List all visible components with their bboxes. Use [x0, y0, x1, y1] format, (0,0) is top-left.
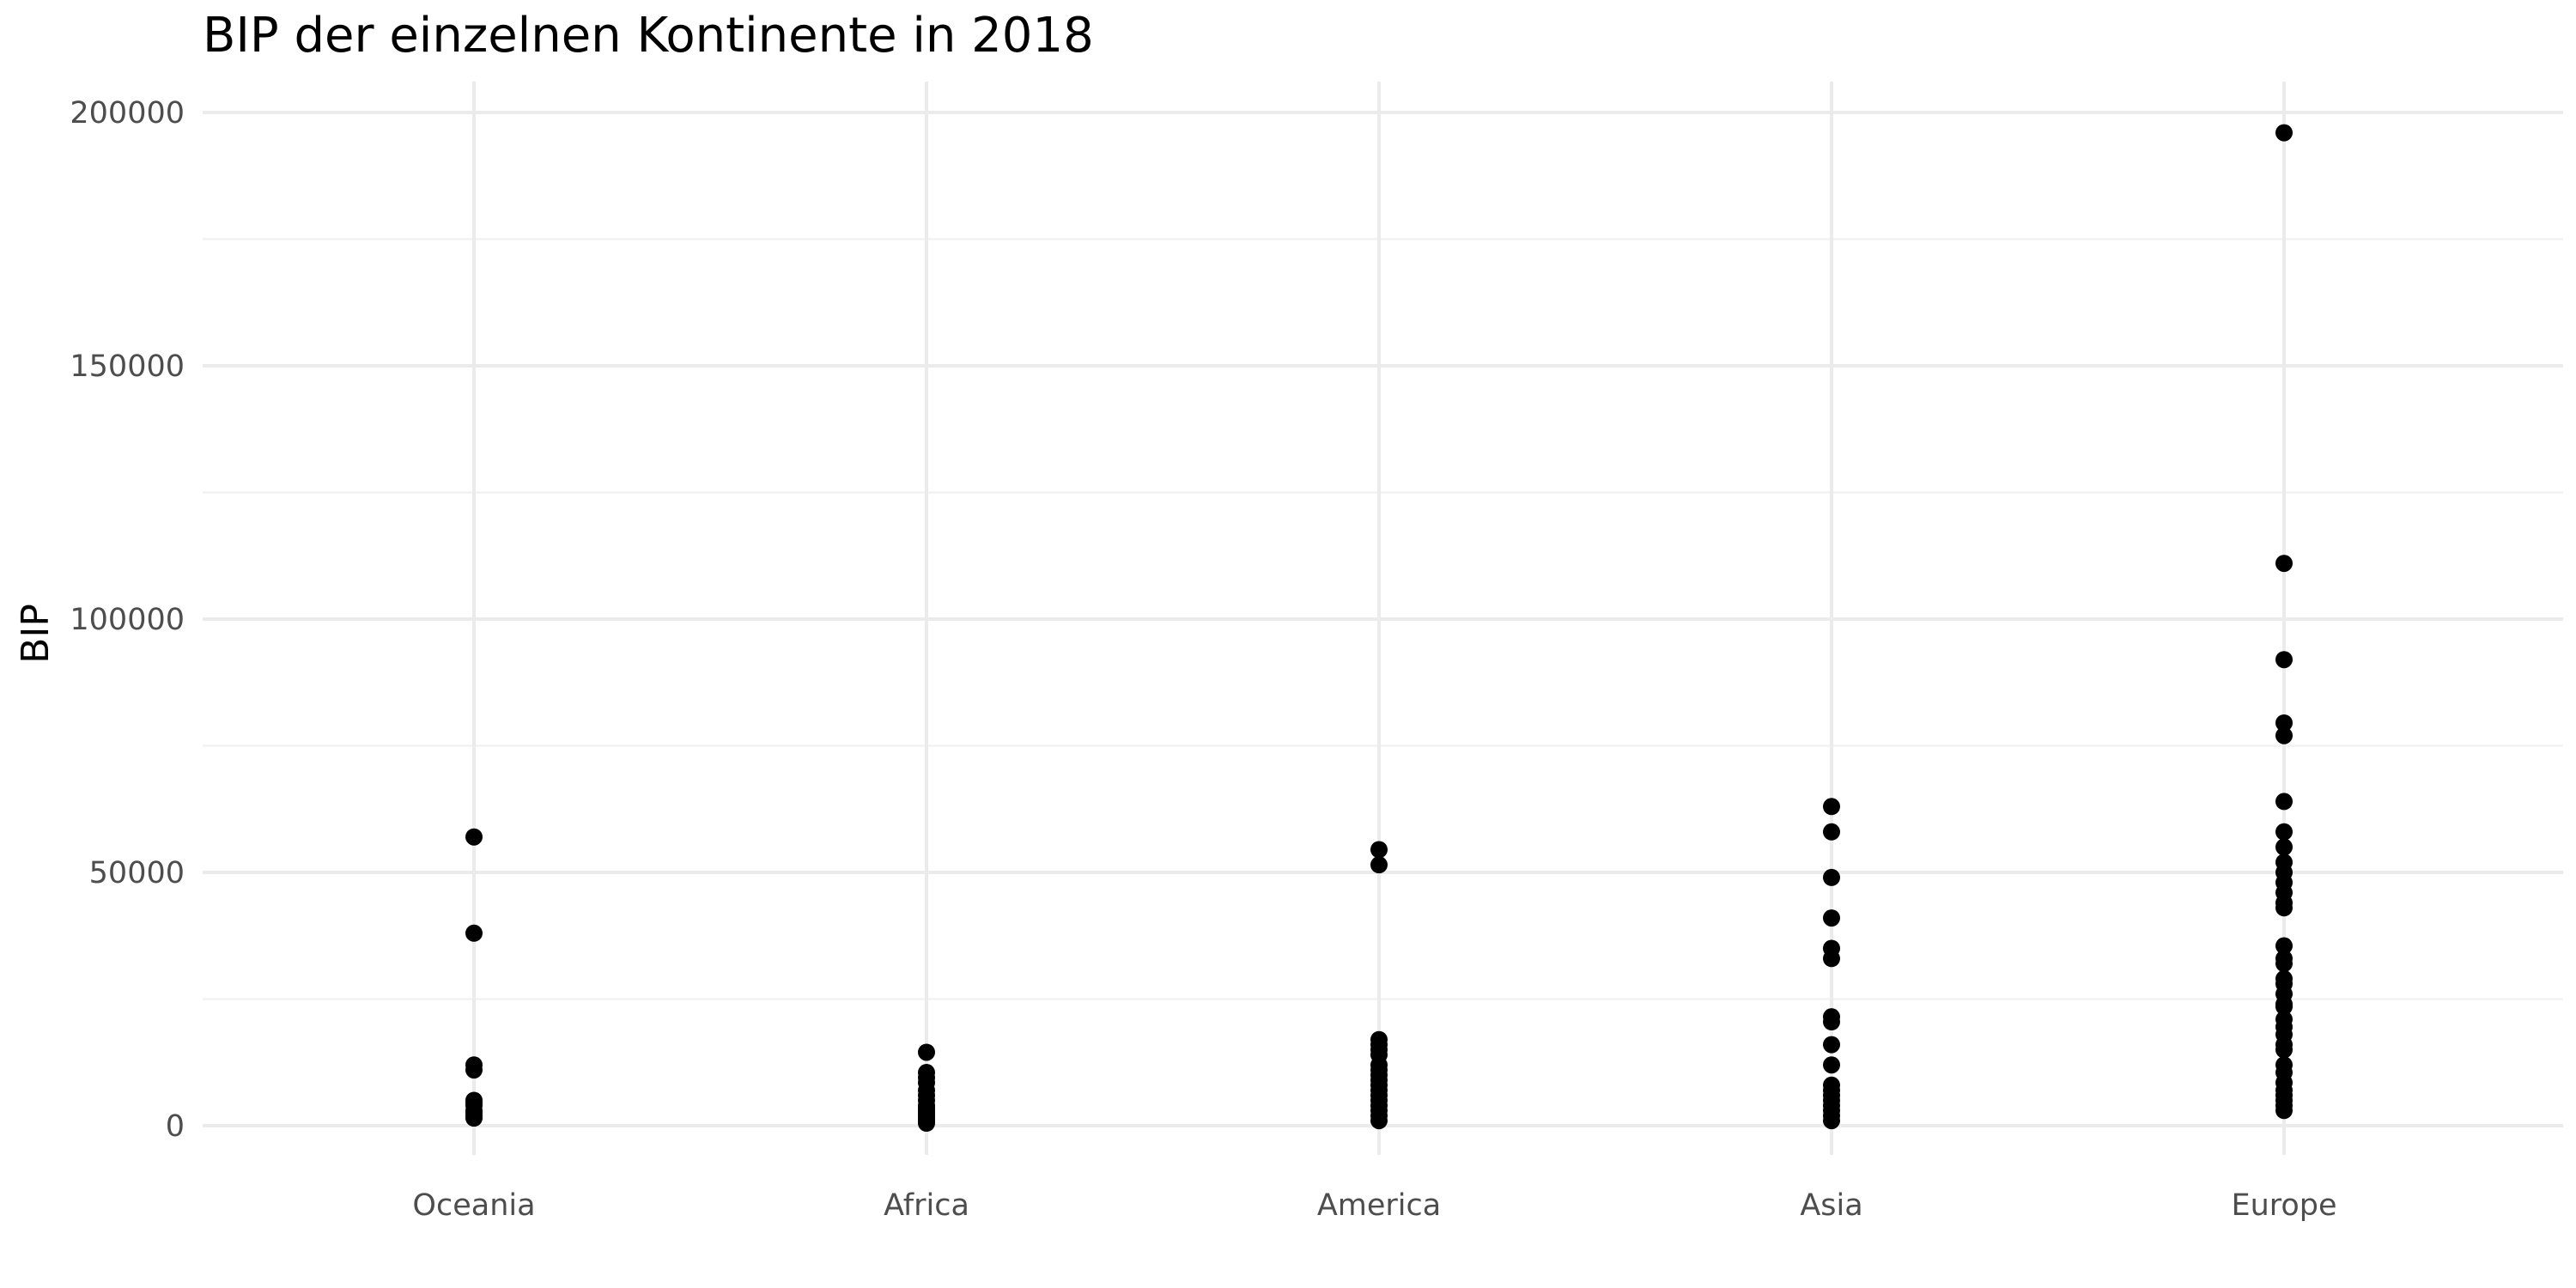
data-point: [2275, 124, 2293, 142]
data-point: [1823, 1036, 1840, 1054]
y-tick-label: 100000: [70, 603, 185, 637]
data-point: [1823, 1112, 1840, 1130]
y-tick-label: 150000: [70, 349, 185, 384]
data-point: [465, 828, 483, 846]
data-point: [2275, 726, 2293, 744]
data-point: [1370, 1112, 1388, 1130]
y-axis-label: BIP: [14, 604, 58, 664]
y-tick-label: 200000: [70, 96, 185, 131]
data-point: [918, 1115, 935, 1133]
data-point: [1823, 1013, 1840, 1031]
data-point: [1823, 798, 1840, 816]
data-points: [465, 124, 2293, 1133]
data-point: [2275, 1102, 2293, 1120]
data-point: [2275, 651, 2293, 669]
x-tick-label: Europe: [2231, 1188, 2336, 1223]
data-point: [465, 1109, 483, 1127]
x-tick-label: Oceania: [412, 1188, 535, 1223]
data-point: [465, 1061, 483, 1079]
data-point: [1823, 868, 1840, 886]
x-tick-label: Asia: [1800, 1188, 1862, 1223]
data-point: [2275, 823, 2293, 841]
data-point: [2275, 1041, 2293, 1059]
data-point: [2275, 955, 2293, 973]
data-point: [1370, 856, 1388, 874]
data-point: [2275, 899, 2293, 917]
data-point: [2275, 793, 2293, 811]
x-tick-label: America: [1317, 1188, 1441, 1223]
data-point: [1823, 950, 1840, 968]
grid: [203, 82, 2563, 1155]
data-point: [2275, 937, 2293, 955]
y-tick-label: 50000: [89, 856, 185, 890]
data-point: [918, 1043, 935, 1061]
x-tick-label: Africa: [884, 1188, 969, 1223]
data-point: [1823, 823, 1840, 841]
y-tick-label: 0: [166, 1109, 185, 1144]
data-point: [1823, 1056, 1840, 1074]
data-point: [2275, 998, 2293, 1016]
data-point: [2275, 555, 2293, 573]
data-point: [1823, 909, 1840, 927]
axes: 0 50000 100000 150000 200000 Oceania Africa Ame…: [70, 96, 2336, 1223]
chart-title: BIP der einzelnen Kontinente in 2018: [203, 8, 1094, 64]
data-point: [2275, 838, 2293, 856]
data-point: [2275, 714, 2293, 732]
data-point: [1370, 841, 1388, 859]
data-point: [465, 924, 483, 942]
